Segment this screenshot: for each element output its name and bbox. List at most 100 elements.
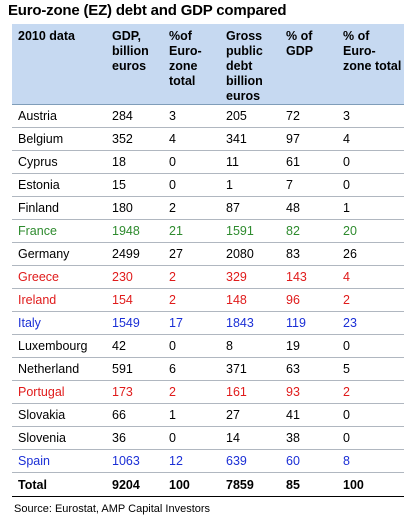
table-row: Slovenia 36 0 14 38 0 — [12, 426, 404, 450]
value-cell: 205 — [220, 104, 280, 128]
value-cell: 11 — [220, 150, 280, 174]
value-cell: 17 — [163, 311, 220, 335]
table-row: Belgium 352 4 341 97 4 — [12, 127, 404, 151]
value-cell: 0 — [337, 426, 404, 450]
value-cell: 0 — [163, 150, 220, 174]
value-cell: 8 — [337, 449, 404, 473]
country-cell: Greece — [12, 265, 106, 289]
value-cell: 341 — [220, 127, 280, 151]
value-cell: 66 — [106, 403, 163, 427]
value-cell: 41 — [280, 403, 337, 427]
value-cell: 21 — [163, 219, 220, 243]
value-cell: 591 — [106, 357, 163, 381]
value-cell: 148 — [220, 288, 280, 312]
value-cell: 63 — [280, 357, 337, 381]
value-cell: 639 — [220, 449, 280, 473]
value-cell: 4 — [163, 127, 220, 151]
table-row: Spain 1063 12 639 60 8 — [12, 449, 404, 473]
value-cell: 48 — [280, 196, 337, 220]
value-cell: 0 — [337, 173, 404, 197]
country-cell: Cyprus — [12, 150, 106, 174]
value-cell: 1948 — [106, 219, 163, 243]
value-cell: 12 — [163, 449, 220, 473]
value-cell: 87 — [220, 196, 280, 220]
table-row: Ireland 154 2 148 96 2 — [12, 288, 404, 312]
value-cell: 2 — [337, 380, 404, 404]
value-cell: 96 — [280, 288, 337, 312]
value-cell: 230 — [106, 265, 163, 289]
total-row: Total 9204 100 7859 85 100 — [12, 472, 404, 497]
value-cell: 27 — [220, 403, 280, 427]
table-row: Austria 284 3 205 72 3 — [12, 104, 404, 128]
value-cell: 5 — [337, 357, 404, 381]
value-cell: 161 — [220, 380, 280, 404]
total-label: Total — [12, 472, 106, 497]
table-row: Italy 1549 17 1843 119 23 — [12, 311, 404, 335]
table-row: Germany 2499 27 2080 83 26 — [12, 242, 404, 266]
value-cell: 0 — [163, 426, 220, 450]
source-note: Source: Eurostat, AMP Capital Investors — [14, 503, 211, 515]
value-cell: 82 — [280, 219, 337, 243]
column-header: % of GDP — [280, 24, 337, 105]
value-cell: 0 — [337, 150, 404, 174]
country-cell: Netherland — [12, 357, 106, 381]
total-value-cell: 100 — [337, 472, 404, 497]
value-cell: 2 — [337, 288, 404, 312]
total-value-cell: 85 — [280, 472, 337, 497]
value-cell: 4 — [337, 265, 404, 289]
value-cell: 61 — [280, 150, 337, 174]
value-cell: 173 — [106, 380, 163, 404]
chart-title: Euro-zone (EZ) debt and GDP compared — [8, 2, 287, 19]
value-cell: 7 — [280, 173, 337, 197]
value-cell: 1063 — [106, 449, 163, 473]
value-cell: 93 — [280, 380, 337, 404]
total-value-cell: 7859 — [220, 472, 280, 497]
value-cell: 2080 — [220, 242, 280, 266]
value-cell: 4 — [337, 127, 404, 151]
total-value-cell: 100 — [163, 472, 220, 497]
value-cell: 72 — [280, 104, 337, 128]
value-cell: 1 — [220, 173, 280, 197]
country-cell: France — [12, 219, 106, 243]
table-row: Cyprus 18 0 11 61 0 — [12, 150, 404, 174]
table-row: Estonia 15 0 1 7 0 — [12, 173, 404, 197]
value-cell: 3 — [337, 104, 404, 128]
value-cell: 20 — [337, 219, 404, 243]
country-cell: Austria — [12, 104, 106, 128]
country-cell: Portugal — [12, 380, 106, 404]
country-cell: Italy — [12, 311, 106, 335]
country-cell: Luxembourg — [12, 334, 106, 358]
value-cell: 2 — [163, 196, 220, 220]
value-cell: 1591 — [220, 219, 280, 243]
value-cell: 143 — [280, 265, 337, 289]
table-row: Netherland 591 6 371 63 5 — [12, 357, 404, 381]
column-header: % of Euro-zone total — [337, 24, 404, 105]
table-row: Finland 180 2 87 48 1 — [12, 196, 404, 220]
country-cell: Belgium — [12, 127, 106, 151]
value-cell: 27 — [163, 242, 220, 266]
value-cell: 2 — [163, 265, 220, 289]
country-cell: Estonia — [12, 173, 106, 197]
table-row: Greece 230 2 329 143 4 — [12, 265, 404, 289]
value-cell: 26 — [337, 242, 404, 266]
value-cell: 0 — [163, 334, 220, 358]
value-cell: 0 — [337, 403, 404, 427]
value-cell: 15 — [106, 173, 163, 197]
column-header: 2010 data — [12, 24, 106, 105]
table-row: France 1948 21 1591 82 20 — [12, 219, 404, 243]
value-cell: 38 — [280, 426, 337, 450]
value-cell: 18 — [106, 150, 163, 174]
value-cell: 42 — [106, 334, 163, 358]
country-cell: Slovenia — [12, 426, 106, 450]
value-cell: 1 — [337, 196, 404, 220]
data-table: 2010 data GDP, billion euros %of Euro-zo… — [12, 24, 404, 497]
value-cell: 119 — [280, 311, 337, 335]
country-cell: Finland — [12, 196, 106, 220]
value-cell: 371 — [220, 357, 280, 381]
value-cell: 23 — [337, 311, 404, 335]
table-body: Austria 284 3 205 72 3 Belgium 352 4 341 97 4 Cyprus… — [12, 104, 404, 497]
value-cell: 284 — [106, 104, 163, 128]
value-cell: 6 — [163, 357, 220, 381]
value-cell: 1 — [163, 403, 220, 427]
